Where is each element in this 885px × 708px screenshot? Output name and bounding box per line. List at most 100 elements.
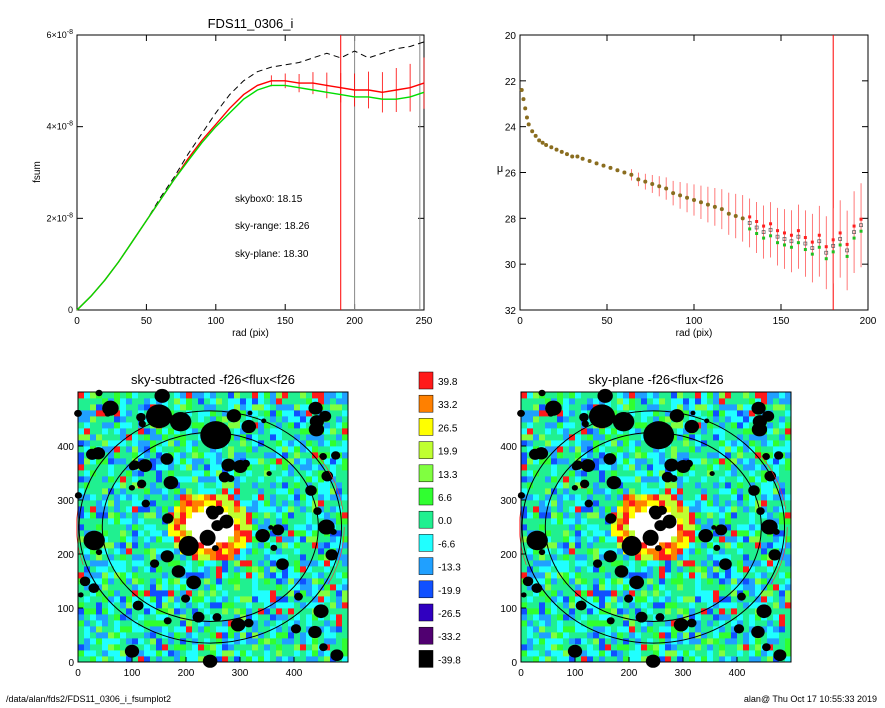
sky-subtracted-pixel xyxy=(240,476,247,483)
sky-plane-pixel xyxy=(725,488,732,495)
sky-subtracted-pixel xyxy=(330,428,337,435)
sky-subtracted-pixel xyxy=(282,602,289,609)
sky-plane-pixel xyxy=(611,506,618,513)
sky-plane-pixel xyxy=(527,416,534,423)
sky-plane-pixel xyxy=(521,416,528,423)
sky-subtracted-pixel xyxy=(294,656,301,663)
sky-subtracted-pixel xyxy=(114,530,121,537)
sky-subtracted-pixel xyxy=(192,500,199,507)
sky-plane-pixel xyxy=(773,596,780,603)
sky-subtracted-pixel xyxy=(264,404,271,411)
sky-subtracted-pixel xyxy=(108,656,115,663)
sky-subtracted-pixel xyxy=(144,596,151,603)
sky-subtracted-pixel xyxy=(306,578,313,585)
sky-subtracted-pixel xyxy=(138,632,145,639)
sky-plane-pixel xyxy=(677,440,684,447)
sky-plane-pixel xyxy=(611,548,618,555)
sky-plane-pixel xyxy=(707,392,714,399)
sky-plane-pixel xyxy=(575,542,582,549)
sky-plane-pixel xyxy=(785,554,792,561)
sky-plane-pixel xyxy=(593,464,600,471)
sky-plane-pixel xyxy=(719,548,726,555)
sky-plane-pixel xyxy=(731,434,738,441)
sky-plane-pixel xyxy=(707,572,714,579)
sky-subtracted-pixel xyxy=(294,482,301,489)
sky-subtracted-pixel xyxy=(270,656,277,663)
sky-subtracted-pixel xyxy=(276,422,283,429)
sky-plane-pixel xyxy=(659,530,666,537)
sky-plane-pixel xyxy=(527,440,534,447)
sky-subtracted-pixel xyxy=(108,632,115,639)
sky-plane-pixel xyxy=(725,602,732,609)
sky-plane-pixel xyxy=(779,626,786,633)
sky-subtracted-red-ellipse xyxy=(76,406,345,648)
sky-plane-pixel xyxy=(725,620,732,627)
sky-subtracted-pixel xyxy=(258,500,265,507)
sky-subtracted-pixel xyxy=(216,410,223,417)
sky-plane-pixel xyxy=(677,572,684,579)
mu-data-point-green xyxy=(831,250,835,254)
sky-subtracted-pixel xyxy=(228,428,235,435)
sky-plane-pixel xyxy=(647,392,654,399)
sky-subtracted-pixel xyxy=(324,590,331,597)
sky-plane-pixel xyxy=(719,602,726,609)
sky-subtracted-pixel xyxy=(312,464,319,471)
sky-subtracted-pixel xyxy=(180,602,187,609)
sky-plane-pixel xyxy=(707,464,714,471)
sky-subtracted-pixel xyxy=(186,446,193,453)
fsum-annotation-0: skybox0: 18.15 xyxy=(235,194,303,205)
sky-subtracted-pixel xyxy=(126,470,133,477)
sky-subtracted-pixel xyxy=(270,590,277,597)
sky-plane-pixel xyxy=(731,632,738,639)
sky-plane-pixel xyxy=(623,584,630,591)
sky-subtracted-pixel xyxy=(342,536,349,543)
sky-subtracted-pixel xyxy=(204,458,211,465)
sky-plane-pixel xyxy=(701,482,708,489)
sky-plane-pixel xyxy=(689,518,696,525)
colorbar-label: -39.8 xyxy=(438,655,461,666)
sky-plane-pixel xyxy=(749,596,756,603)
sky-subtracted-pixel xyxy=(192,506,199,513)
sky-plane-pixel xyxy=(611,656,618,663)
sky-plane-pixel xyxy=(707,560,714,567)
sky-subtracted-pixel xyxy=(318,482,325,489)
sky-subtracted-pixel xyxy=(222,404,229,411)
sky-subtracted-mask-blob xyxy=(200,421,232,450)
sky-plane-pixel xyxy=(539,440,546,447)
sky-subtracted-pixel xyxy=(204,452,211,459)
sky-subtracted-pixel xyxy=(258,554,265,561)
sky-subtracted-pixel xyxy=(162,650,169,657)
sky-plane-pixel xyxy=(527,548,534,555)
sky-plane-pixel xyxy=(671,548,678,555)
sky-plane-pixel xyxy=(677,452,684,459)
sky-subtracted-pixel xyxy=(84,656,91,663)
sky-plane-pixel xyxy=(521,482,528,489)
sky-subtracted-pixel xyxy=(180,458,187,465)
sky-subtracted-pixel xyxy=(120,428,127,435)
sky-plane-pixel xyxy=(683,416,690,423)
sky-plane-pixel xyxy=(617,512,624,519)
sky-plane-pixel xyxy=(767,506,774,513)
mu-data-point xyxy=(549,145,554,150)
sky-plane-pixel xyxy=(575,614,582,621)
sky-subtracted-pixel xyxy=(234,488,241,495)
sky-plane-pixel xyxy=(545,416,552,423)
sky-plane-pixel xyxy=(653,566,660,573)
sky-subtracted-pixel xyxy=(294,620,301,627)
mu-data-point-red xyxy=(838,231,842,235)
sky-plane-pixel xyxy=(713,452,720,459)
sky-plane-mask-blob xyxy=(614,565,629,578)
sky-plane-pixel xyxy=(617,446,624,453)
sky-subtracted-pixel xyxy=(258,506,265,513)
sky-plane-pixel xyxy=(737,608,744,615)
sky-plane-pixel xyxy=(707,542,714,549)
sky-plane-pixel xyxy=(659,398,666,405)
sky-subtracted-pixel xyxy=(108,440,115,447)
sky-subtracted-pixel xyxy=(204,590,211,597)
sky-subtracted-pixel xyxy=(192,554,199,561)
sky-plane-mask-blob xyxy=(645,654,661,668)
sky-subtracted-pixel xyxy=(174,440,181,447)
sky-subtracted-pixel xyxy=(144,404,151,411)
sky-plane-pixel xyxy=(695,428,702,435)
mu-x-tick-label: 50 xyxy=(601,316,613,327)
